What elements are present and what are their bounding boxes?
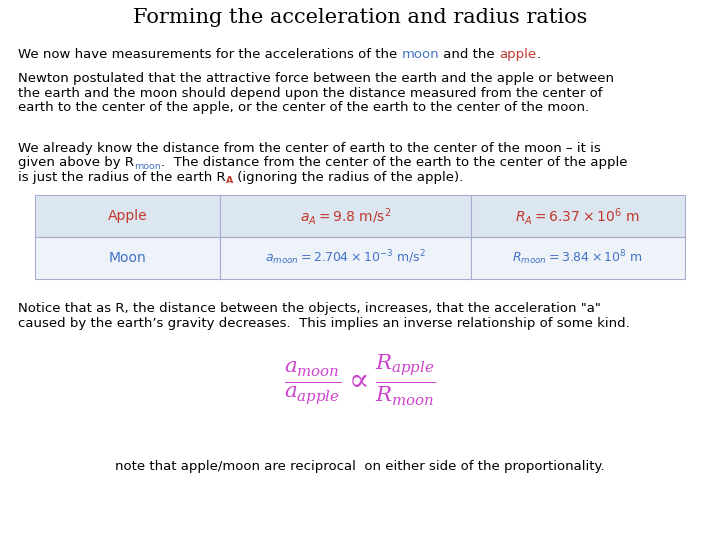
Bar bbox=[220, 195, 470, 237]
Text: .: . bbox=[536, 48, 540, 61]
Text: Notice that as R, the distance between the objects, increases, that the accelera: Notice that as R, the distance between t… bbox=[18, 302, 601, 315]
Text: the earth and the moon should depend upon the distance measured from the center : the earth and the moon should depend upo… bbox=[18, 86, 603, 99]
Text: Newton postulated that the attractive force between the earth and the apple or b: Newton postulated that the attractive fo… bbox=[18, 72, 614, 85]
Text: $\frac{a_{moon}}{a_{apple}} \propto \frac{R_{apple}}{R_{moon}}$: $\frac{a_{moon}}{a_{apple}} \propto \fra… bbox=[284, 352, 436, 408]
Text: $R_{moon} = 3.84 \times 10^8\ \mathrm{m}$: $R_{moon} = 3.84 \times 10^8\ \mathrm{m}… bbox=[512, 248, 643, 267]
Text: apple: apple bbox=[499, 48, 536, 61]
Text: $a_A = 9.8\ \mathrm{m/s}^2$: $a_A = 9.8\ \mathrm{m/s}^2$ bbox=[300, 206, 391, 226]
Text: .  The distance from the center of the earth to the center of the apple: . The distance from the center of the ea… bbox=[161, 157, 627, 170]
Text: We now have measurements for the accelerations of the: We now have measurements for the acceler… bbox=[18, 48, 402, 61]
Text: Moon: Moon bbox=[109, 251, 146, 265]
Bar bbox=[35, 195, 220, 237]
Text: $a_{moon} = 2.704 \times 10^{-3}\ \mathrm{m/s}^2$: $a_{moon} = 2.704 \times 10^{-3}\ \mathr… bbox=[265, 248, 426, 267]
Text: Apple: Apple bbox=[108, 209, 148, 223]
Text: and the: and the bbox=[439, 48, 499, 61]
Text: We already know the distance from the center of earth to the center of the moon : We already know the distance from the ce… bbox=[18, 142, 600, 155]
Bar bbox=[470, 237, 685, 279]
Text: moon: moon bbox=[402, 48, 439, 61]
Text: note that apple/moon are reciprocal  on either side of the proportionality.: note that apple/moon are reciprocal on e… bbox=[115, 460, 605, 473]
Text: caused by the earth’s gravity decreases.  This implies an inverse relationship o: caused by the earth’s gravity decreases.… bbox=[18, 316, 630, 329]
Text: earth to the center of the apple, or the center of the earth to the center of th: earth to the center of the apple, or the… bbox=[18, 101, 589, 114]
Text: $R_A = 6.37 \times 10^6\ \mathrm{m}$: $R_A = 6.37 \times 10^6\ \mathrm{m}$ bbox=[516, 206, 640, 226]
Text: is just the radius of the earth R: is just the radius of the earth R bbox=[18, 171, 225, 184]
Bar bbox=[35, 237, 220, 279]
Bar bbox=[470, 195, 685, 237]
Bar bbox=[220, 237, 470, 279]
Text: Forming the acceleration and radius ratios: Forming the acceleration and radius rati… bbox=[132, 8, 588, 27]
Text: moon: moon bbox=[134, 162, 161, 171]
Text: given above by R: given above by R bbox=[18, 157, 134, 170]
Text: A: A bbox=[225, 177, 233, 185]
Text: (ignoring the radius of the apple).: (ignoring the radius of the apple). bbox=[233, 171, 463, 184]
